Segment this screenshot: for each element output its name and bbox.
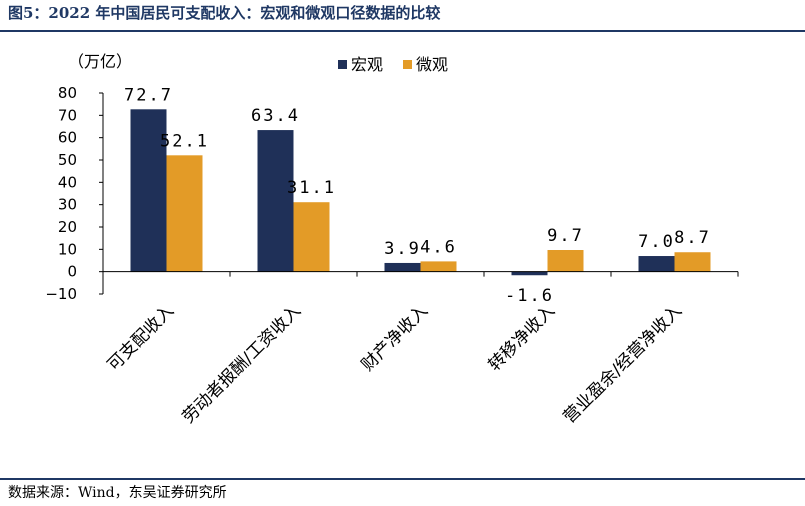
data-label: 52.1 (160, 131, 209, 151)
y-tick-label: 0 (67, 263, 77, 281)
y-tick-label: 50 (58, 151, 77, 169)
category-label: 转移净收入 (485, 301, 559, 375)
y-tick-label: 80 (58, 84, 77, 102)
bar-macro (257, 130, 294, 272)
data-label: 63.4 (251, 106, 300, 126)
y-tick-label: 10 (58, 240, 77, 258)
legend: 宏观 微观 (338, 55, 448, 74)
category-label: 劳动者报酬/工资收入 (179, 301, 305, 427)
source-rule (0, 478, 805, 480)
y-tick-label: 40 (58, 173, 77, 191)
legend-label: 微观 (416, 55, 448, 74)
figure-title: 图5：2022 年中国居民可支配收入：宏观和微观口径数据的比较 (8, 4, 441, 22)
data-labels: 72.7 52.1 63.4 31.1 3.9 4.6 -1.6 9.7 7.0 8.7 (124, 85, 711, 306)
title-rule (0, 30, 805, 32)
category-label: 可支配收入 (104, 301, 178, 375)
data-label: 4.6 (420, 237, 457, 257)
bar-macro (130, 109, 167, 272)
bar-macro (511, 271, 548, 276)
y-axis: 80 70 60 50 40 30 20 10 0 −10 (45, 84, 104, 303)
category-label: 营业盈余/经营净收入 (560, 301, 686, 427)
bar-micro (293, 202, 330, 272)
legend-swatch (403, 60, 412, 69)
data-label: 8.7 (674, 228, 711, 248)
y-tick-label: −10 (45, 285, 77, 303)
y-tick-label: 60 (58, 129, 77, 147)
data-label: 31.1 (287, 178, 336, 198)
bar-micro (547, 250, 584, 272)
y-tick-label: 70 (58, 106, 77, 124)
source-note: 数据来源：Wind，东吴证券研究所 (8, 485, 227, 501)
data-label: 72.7 (124, 85, 173, 105)
data-label: 3.9 (384, 239, 421, 259)
bar-micro (420, 261, 457, 272)
legend-label: 宏观 (351, 55, 383, 74)
bars (130, 109, 711, 276)
bar-micro (674, 252, 711, 272)
category-label: 财产净收入 (358, 301, 432, 375)
data-label: -1.6 (505, 286, 554, 306)
unit-label: （万亿） (68, 52, 132, 71)
legend-swatch (338, 60, 347, 69)
bar-macro (638, 256, 675, 272)
data-label: 9.7 (547, 226, 584, 246)
x-axis: 可支配收入 劳动者报酬/工资收入 财产净收入 转移净收入 营业盈余/经营净收入 (102, 271, 739, 427)
y-tick-label: 30 (58, 196, 77, 214)
y-tick-label: 20 (58, 218, 77, 236)
bar-micro (166, 155, 203, 272)
bar-macro (384, 262, 421, 272)
data-label: 7.0 (638, 232, 675, 252)
